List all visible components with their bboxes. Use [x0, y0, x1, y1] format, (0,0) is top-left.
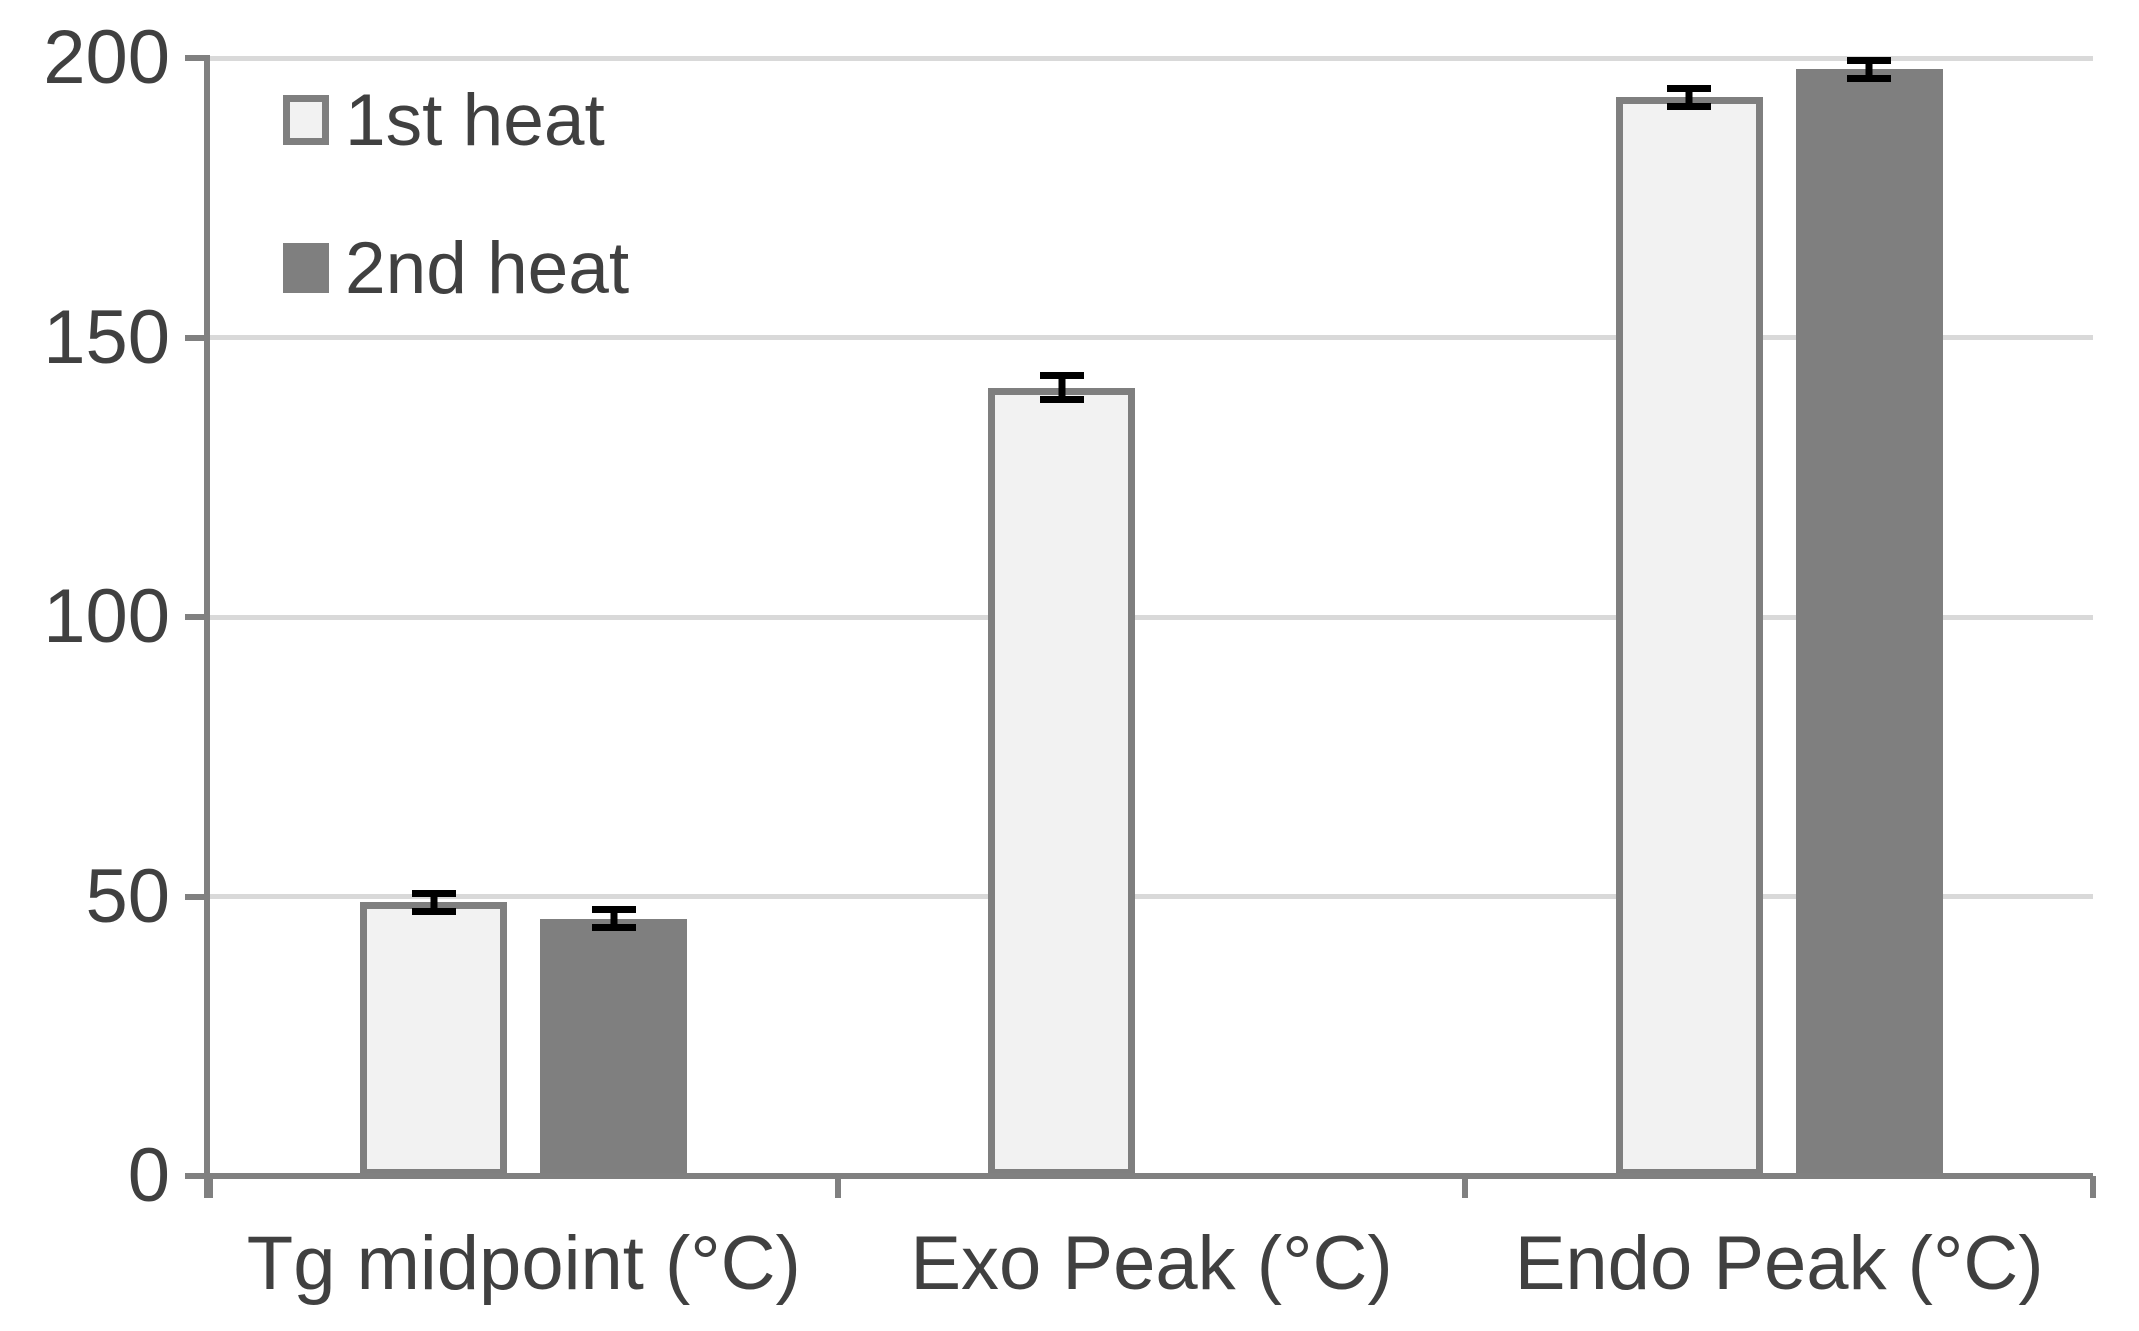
error-bar-line	[1685, 84, 1693, 110]
x-tick-2	[1462, 1176, 1469, 1198]
y-tick-100	[185, 614, 210, 620]
error-bar-3-2	[1847, 56, 1892, 82]
y-tick-label-200: 200	[43, 15, 170, 100]
error-bar-cap	[1039, 396, 1084, 404]
error-bar-1-1	[411, 889, 456, 915]
x-category-label-1: Tg midpoint (°C)	[246, 1221, 801, 1306]
y-tick-50	[185, 893, 210, 900]
gridline-50	[210, 894, 2093, 899]
error-bar-3-1	[1667, 84, 1712, 110]
x-category-label-2: Exo Peak (°C)	[910, 1221, 1393, 1306]
error-bar-cap	[1847, 74, 1892, 82]
y-tick-label-0: 0	[127, 1133, 170, 1218]
y-tick-label-150: 150	[43, 294, 170, 380]
gridline-200	[210, 55, 2093, 61]
x-tick-3	[2090, 1176, 2096, 1198]
error-bar-1-2	[591, 906, 636, 932]
error-bar-cap	[1039, 372, 1084, 380]
legend-label-1st-heat: 1st heat	[345, 79, 605, 161]
x-category-label-3: Endo Peak (°C)	[1514, 1221, 2044, 1306]
bar-endo-peak-c--1	[1615, 97, 1763, 1176]
legend-swatch-1st-heat	[283, 95, 329, 145]
bar-exo-peak-c--1	[988, 387, 1135, 1176]
y-tick-label-100: 100	[43, 574, 170, 659]
legend-swatch-2nd-heat	[283, 243, 329, 293]
gridline-150	[210, 335, 2093, 340]
error-bar-line	[1058, 372, 1065, 404]
error-bar-cap	[591, 924, 636, 932]
bar-endo-peak-c--2	[1795, 69, 1943, 1176]
error-bar-line	[430, 889, 438, 915]
gridline-100	[210, 614, 2093, 620]
error-bar-cap	[1847, 56, 1892, 64]
error-bar-cap	[411, 889, 456, 897]
legend-item-1st-heat: 1st heat	[283, 84, 629, 157]
legend: 1st heat 2nd heat	[283, 84, 629, 386]
error-bar-cap	[1667, 84, 1712, 92]
error-bar-cap	[1667, 102, 1712, 110]
error-bar-2-1	[1039, 372, 1084, 404]
bar-tg-midpoint-c--2	[540, 918, 688, 1176]
error-bar-line	[1865, 56, 1873, 82]
y-axis-line	[204, 55, 210, 1198]
legend-item-2nd-heat: 2nd heat	[283, 232, 629, 305]
legend-label-2nd-heat: 2nd heat	[345, 227, 630, 309]
bar-tg-midpoint-c--1	[360, 902, 508, 1176]
error-bar-cap	[411, 907, 456, 915]
y-tick-200	[185, 55, 210, 61]
y-tick-150	[185, 334, 210, 341]
x-tick-1	[834, 1176, 841, 1198]
error-bar-line	[610, 906, 618, 932]
x-tick-0	[207, 1176, 213, 1198]
x-axis-line	[185, 1173, 2093, 1179]
error-bar-cap	[591, 906, 636, 914]
y-tick-label-50: 50	[85, 853, 170, 939]
